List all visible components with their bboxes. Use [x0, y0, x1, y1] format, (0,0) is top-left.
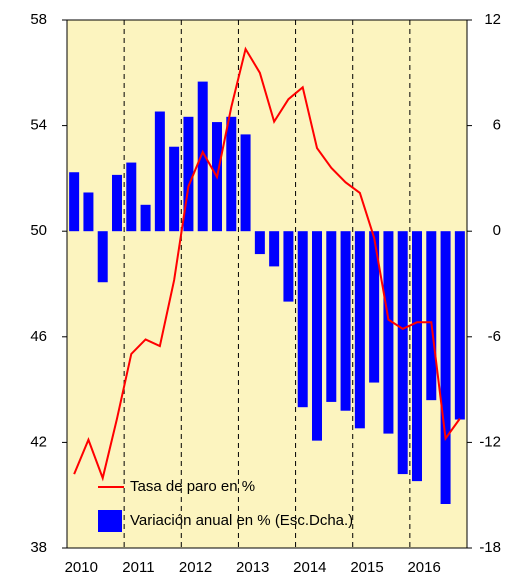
line: [73, 46, 461, 482]
bar: [154, 111, 165, 232]
y-tick-label: 46: [30, 328, 47, 345]
bar: [326, 231, 337, 402]
legend-label: Variación anual en % (Esc.Dcha.): [130, 512, 353, 529]
bar: [140, 204, 151, 232]
bar: [69, 172, 80, 232]
bar: [340, 231, 351, 411]
legend-swatch: [98, 510, 122, 532]
x-tick-label: 2015: [350, 559, 383, 576]
bar: [112, 174, 122, 232]
y2-tick-label: 6: [493, 117, 501, 134]
bar: [226, 116, 237, 232]
bar: [254, 231, 265, 255]
bar: [412, 231, 422, 482]
bar: [312, 231, 322, 441]
x-tick-label: 2014: [293, 559, 326, 576]
x-tick-label: 2010: [65, 559, 98, 576]
x-tick-label: 2016: [407, 559, 440, 576]
bar: [240, 134, 251, 232]
bar: [269, 231, 280, 267]
y2-tick-label: -6: [488, 328, 501, 345]
bar: [354, 231, 365, 429]
y2-tick-label: -18: [479, 539, 501, 556]
bar: [126, 162, 137, 232]
legend-label: Tasa de paro en %: [130, 478, 255, 495]
bar: [169, 146, 180, 232]
y2-tick-label: 12: [484, 11, 501, 28]
bar: [369, 231, 380, 383]
y-tick-label: 58: [30, 11, 47, 28]
y-tick-label: 50: [30, 222, 47, 239]
bar: [83, 192, 94, 232]
x-tick-label: 2013: [236, 559, 269, 576]
y-tick-label: 42: [30, 433, 47, 450]
x-tick-label: 2012: [179, 559, 212, 576]
y-tick-label: 54: [30, 117, 47, 134]
bar: [454, 231, 465, 420]
y2-tick-label: -12: [479, 433, 501, 450]
bar: [97, 231, 108, 283]
bar: [426, 231, 437, 401]
bar: [397, 231, 408, 475]
bar: [383, 231, 394, 434]
bar: [297, 231, 308, 408]
y-tick-label: 38: [30, 539, 47, 556]
bar: [183, 116, 194, 232]
x-tick-label: 2011: [122, 559, 154, 576]
bar: [440, 231, 451, 504]
bar: [283, 231, 294, 302]
bar: [197, 81, 208, 232]
y2-tick-label: 0: [493, 222, 501, 239]
